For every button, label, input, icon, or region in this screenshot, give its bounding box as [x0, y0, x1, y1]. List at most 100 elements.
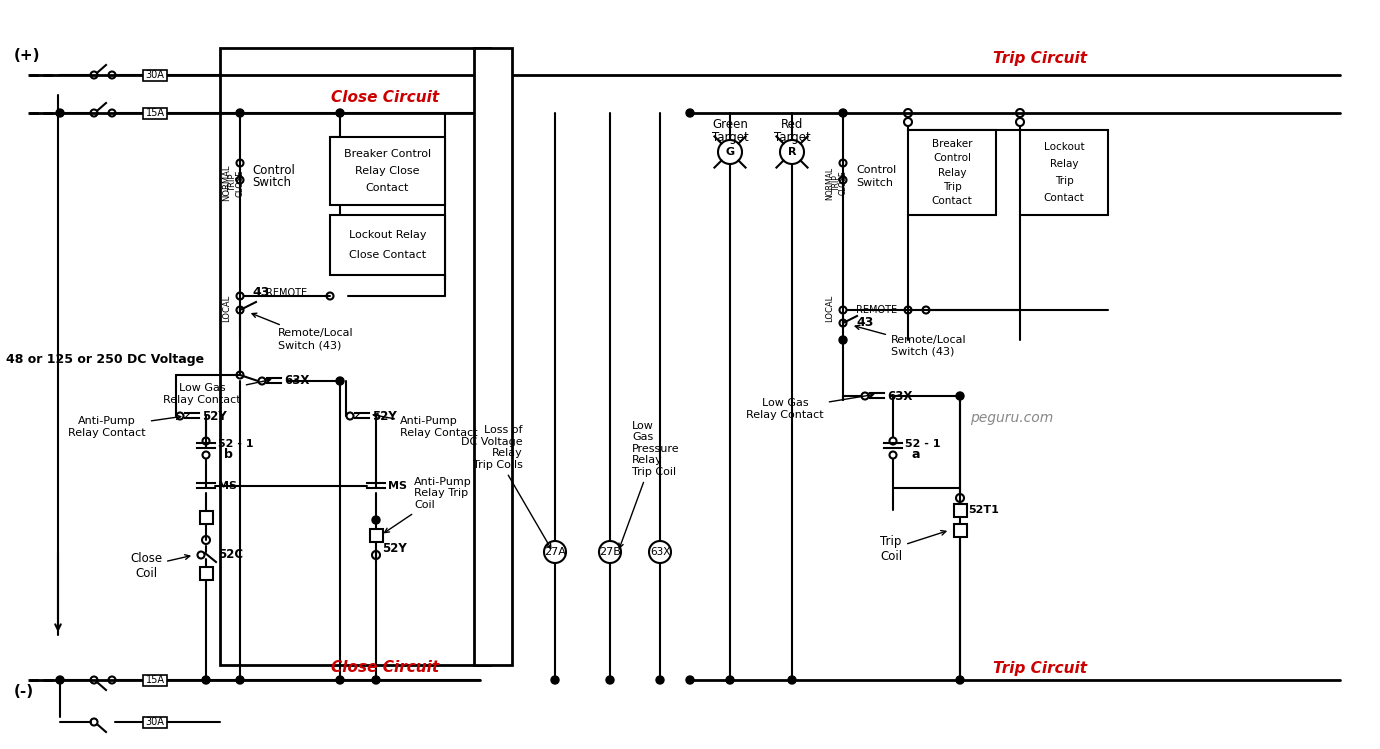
- Text: Relay Close: Relay Close: [355, 166, 420, 176]
- Text: Trip Circuit: Trip Circuit: [994, 50, 1087, 65]
- Text: 27B: 27B: [599, 547, 621, 557]
- Text: 52 - 1: 52 - 1: [905, 439, 941, 449]
- Text: 48 or 125 or 250 DC Voltage: 48 or 125 or 250 DC Voltage: [6, 354, 204, 366]
- Text: Anti-Pump
Relay Contact: Anti-Pump Relay Contact: [68, 415, 181, 438]
- Circle shape: [551, 676, 559, 684]
- Text: MS: MS: [388, 481, 407, 491]
- Text: 15A: 15A: [145, 675, 164, 685]
- Bar: [144, 70, 167, 80]
- Text: Close Circuit: Close Circuit: [331, 661, 439, 676]
- Bar: [954, 503, 966, 517]
- Text: peguru.com: peguru.com: [970, 411, 1053, 425]
- Text: REMOTE: REMOTE: [266, 288, 308, 298]
- Text: Loss of
DC Voltage
Relay
Trip Coils: Loss of DC Voltage Relay Trip Coils: [461, 425, 551, 548]
- Text: Remote/Local
Switch (43): Remote/Local Switch (43): [253, 313, 353, 350]
- Text: 52T1: 52T1: [967, 505, 999, 515]
- Text: 52Y: 52Y: [373, 410, 397, 422]
- Text: b: b: [224, 447, 233, 461]
- Text: Switch: Switch: [856, 178, 893, 188]
- Text: REMOTE: REMOTE: [856, 305, 897, 315]
- Circle shape: [956, 392, 965, 400]
- Circle shape: [335, 377, 344, 385]
- Bar: [144, 717, 167, 727]
- Text: 30A: 30A: [145, 70, 164, 80]
- Text: Target: Target: [712, 132, 748, 145]
- Circle shape: [956, 676, 965, 684]
- Text: Trip Circuit: Trip Circuit: [994, 661, 1087, 676]
- Bar: [200, 511, 213, 524]
- Circle shape: [373, 516, 380, 524]
- Text: 27A: 27A: [544, 547, 566, 557]
- Text: CLOSE: CLOSE: [236, 169, 244, 197]
- Text: Close
Coil: Close Coil: [130, 552, 190, 580]
- Circle shape: [335, 676, 344, 684]
- Text: Control: Control: [933, 154, 972, 163]
- Circle shape: [686, 676, 694, 684]
- Text: (+): (+): [14, 47, 40, 62]
- Circle shape: [201, 676, 210, 684]
- Text: Lockout Relay: Lockout Relay: [349, 230, 426, 240]
- Text: Contact: Contact: [366, 183, 410, 193]
- Text: 52 - 1: 52 - 1: [218, 439, 254, 449]
- Bar: [144, 108, 167, 118]
- Text: Anti-Pump
Relay Contact: Anti-Pump Relay Contact: [373, 413, 477, 438]
- Text: Low Gas
Relay Contact: Low Gas Relay Contact: [747, 393, 872, 420]
- Bar: [954, 524, 966, 536]
- Text: TRIP: TRIP: [229, 174, 237, 192]
- Text: G: G: [726, 147, 734, 157]
- Bar: [1020, 130, 1108, 215]
- Circle shape: [606, 676, 614, 684]
- Text: 15A: 15A: [145, 108, 164, 118]
- Text: Trip: Trip: [1054, 176, 1074, 186]
- Text: Target: Target: [774, 132, 810, 145]
- Text: NORMAL: NORMAL: [222, 165, 232, 201]
- Text: 30A: 30A: [145, 717, 164, 727]
- Circle shape: [839, 336, 847, 344]
- Circle shape: [726, 676, 734, 684]
- Text: Anti-Pump
Relay Trip
Coil: Anti-Pump Relay Trip Coil: [385, 477, 472, 533]
- Text: Switch: Switch: [253, 175, 291, 189]
- Text: Trip
Coil: Trip Coil: [880, 530, 945, 563]
- Text: Low
Gas
Pressure
Relay
Trip Coil: Low Gas Pressure Relay Trip Coil: [620, 421, 679, 548]
- Text: LOCAL: LOCAL: [222, 294, 232, 321]
- Text: 52C: 52C: [218, 548, 243, 562]
- Bar: [908, 130, 996, 215]
- Text: Lockout: Lockout: [1043, 142, 1085, 152]
- Circle shape: [788, 676, 796, 684]
- Text: Relay: Relay: [938, 168, 966, 178]
- Bar: [330, 215, 444, 275]
- Text: Control: Control: [253, 163, 295, 177]
- Circle shape: [57, 676, 63, 684]
- Bar: [144, 675, 167, 685]
- Text: Trip: Trip: [943, 182, 962, 192]
- Text: MS: MS: [218, 481, 237, 491]
- Text: 52Y: 52Y: [201, 410, 226, 422]
- Text: NORMAL: NORMAL: [825, 166, 835, 199]
- Text: R: R: [788, 147, 796, 157]
- Text: Close Contact: Close Contact: [349, 250, 426, 260]
- Text: 63X: 63X: [650, 547, 671, 557]
- Circle shape: [373, 676, 380, 684]
- Text: Contact: Contact: [932, 195, 973, 206]
- Text: 52Y: 52Y: [382, 542, 407, 554]
- Circle shape: [236, 109, 244, 117]
- Text: Breaker: Breaker: [932, 139, 973, 149]
- Text: 63X: 63X: [887, 389, 912, 402]
- Bar: [219, 48, 490, 665]
- Text: Relay: Relay: [1050, 159, 1078, 169]
- Circle shape: [839, 109, 847, 117]
- Text: Control: Control: [856, 165, 896, 175]
- Bar: [473, 48, 512, 665]
- Text: (-): (-): [14, 685, 34, 700]
- Bar: [370, 529, 382, 542]
- Text: LOCAL: LOCAL: [825, 294, 835, 321]
- Text: 43: 43: [253, 287, 269, 300]
- Text: TRIP: TRIP: [832, 175, 840, 192]
- Text: Red: Red: [781, 118, 803, 132]
- Text: Green: Green: [712, 118, 748, 132]
- Text: CLOSE: CLOSE: [839, 171, 847, 195]
- Text: 43: 43: [856, 317, 874, 330]
- Bar: [330, 137, 444, 205]
- Text: Low Gas
Relay Contact: Low Gas Relay Contact: [163, 379, 269, 405]
- Bar: [200, 566, 213, 580]
